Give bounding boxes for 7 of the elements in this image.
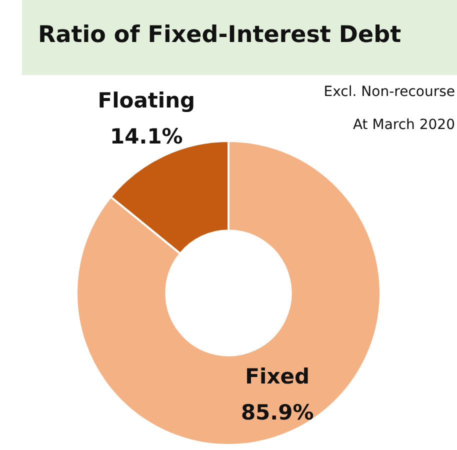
text: At March 2020 [352,117,455,133]
chart-title: Ratio of Fixed-Interest Debt [22,0,457,75]
slice-label: Floating [98,88,196,112]
slice-label: Fixed [245,364,310,388]
data-label: 14.1% [110,124,183,148]
data-label: 85.9% [240,400,314,424]
text: Excl. Non-recourse [324,84,455,100]
